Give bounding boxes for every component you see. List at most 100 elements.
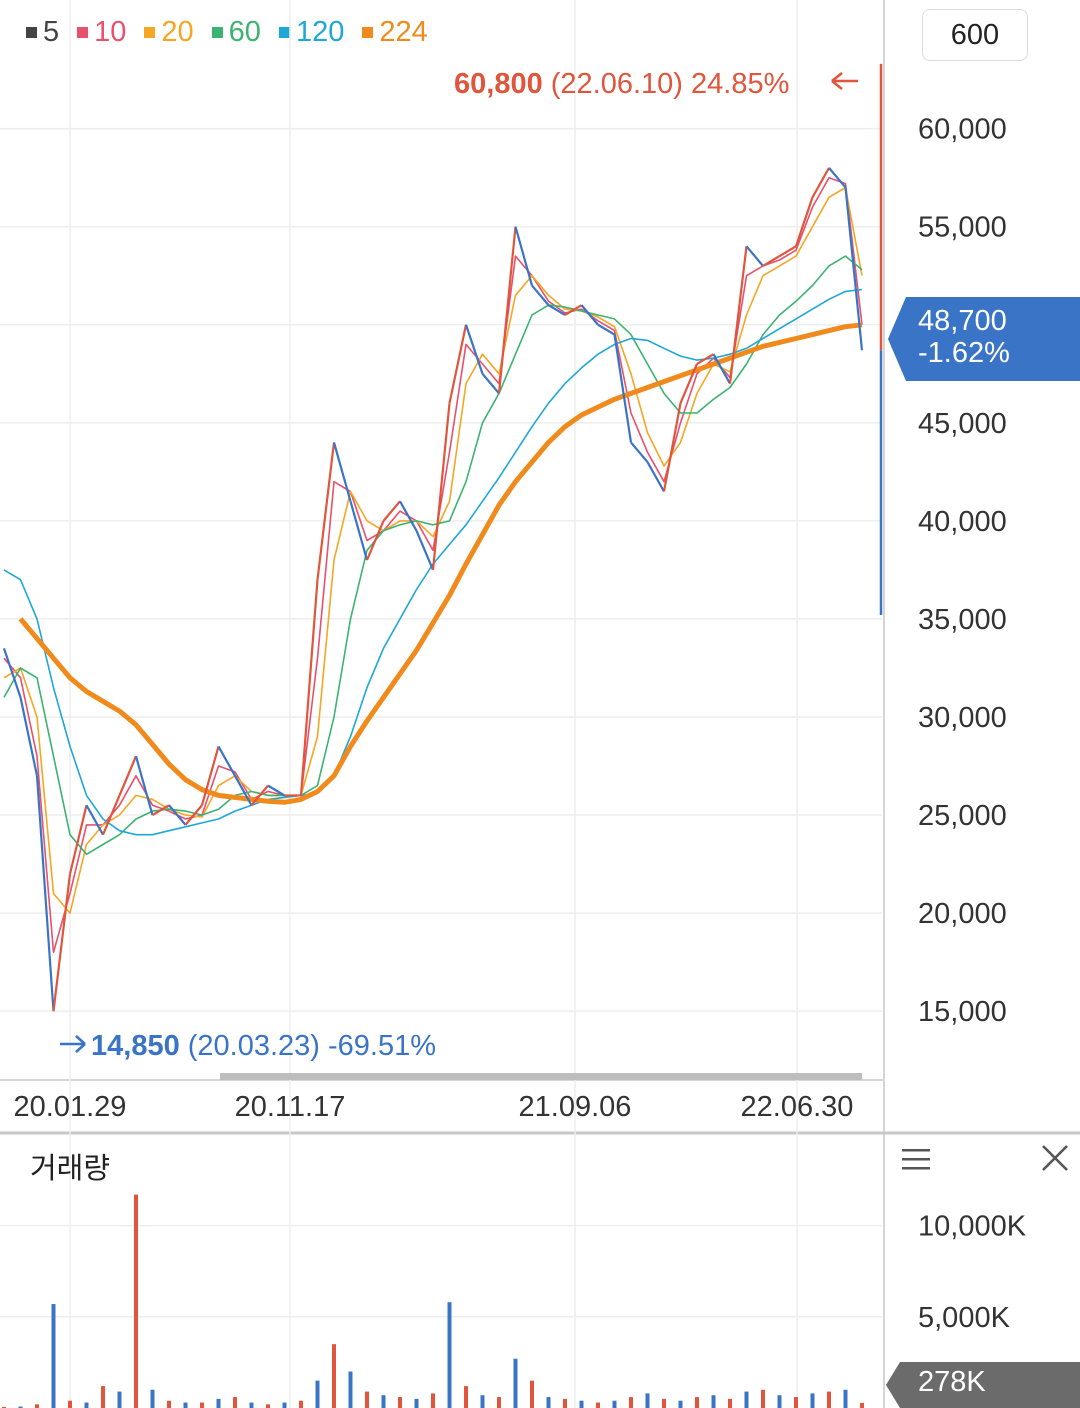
price-segment [662,403,682,492]
period-button[interactable]: 600 [922,9,1028,61]
volume-bar [480,1395,485,1408]
current-volume-tag [886,1362,1080,1408]
low-date-pct: (20.03.23) -69.51% [188,1030,436,1062]
legend-item-5[interactable]: 5 [26,16,59,49]
volume-bar [711,1395,716,1408]
price-tick-label: 25,000 [918,800,1007,832]
price-tick-label: 20,000 [918,898,1007,930]
price-segment [712,353,731,385]
volume-bar [777,1395,782,1408]
moving-average-legend: 5 10 20 60 120 224 [26,12,428,52]
price-segment [234,775,253,806]
price-segment [580,304,599,326]
ma-line-224 [18,322,863,805]
price-segment [762,255,781,267]
price-segment [481,373,500,395]
price-tick-label: 15,000 [918,996,1007,1028]
price-segment [200,746,220,806]
volume-bar [827,1391,831,1408]
volume-bar [68,1400,72,1408]
price-segment [399,500,418,532]
price-segment [184,804,203,826]
volume-bar [348,1371,353,1408]
volume-bar [200,1402,204,1408]
price-segment [85,804,104,836]
price-segment [464,324,484,375]
volume-bar [249,1402,254,1408]
volume-bar [282,1402,287,1408]
price-segment [547,304,566,316]
price-segment [168,804,187,826]
price-segment [52,873,72,1012]
price-segment [382,500,401,522]
volume-bar [84,1402,89,1408]
price-segment [415,530,435,571]
price-segment [497,226,517,394]
volume-bar [513,1358,518,1408]
price-segment [2,647,22,698]
high-annotation: 60,800 (22.06.10) 24.85% [454,68,789,100]
price-segment [844,187,864,351]
price-segment [101,795,121,836]
price-segment [431,403,451,571]
volume-bar [662,1398,666,1408]
scroll-indicator[interactable] [220,1073,862,1080]
volume-bar [398,1397,402,1408]
volume-bar [2,1406,6,1408]
legend-label-5: 5 [43,15,60,48]
volume-bar [233,1397,237,1408]
volume-bar [315,1380,320,1408]
price-tick-label: 60,000 [918,114,1007,146]
volume-bar [101,1386,105,1408]
price-segment [448,324,468,404]
legend-item-120[interactable]: 120 [278,16,344,49]
legend-label-10: 10 [94,15,127,48]
volume-bar [810,1393,815,1408]
price-segment [151,804,170,816]
volume-bar [794,1397,798,1408]
price-segment [630,441,649,463]
volume-bar [761,1389,765,1408]
ma-line-60 [3,255,863,856]
volume-bar [35,1404,39,1408]
date-tick-label: 22.06.30 [741,1091,854,1123]
legend-item-224[interactable]: 224 [362,16,428,49]
price-segment [679,363,699,404]
price-segment [646,461,665,492]
menu-icon[interactable] [900,1146,932,1172]
legend-item-20[interactable]: 20 [144,16,194,49]
legend-swatch-20 [144,26,156,38]
volume-bar [860,1402,864,1408]
legend-swatch-10 [77,26,89,38]
volume-bar [51,1304,56,1408]
close-icon[interactable] [1040,1143,1070,1173]
price-segment [68,804,88,875]
date-tick-label: 21.09.06 [519,1091,632,1123]
volume-bar [299,1400,303,1408]
volume-bar [464,1386,468,1408]
legend-item-60[interactable]: 60 [211,16,261,49]
low-price: 14,850 [91,1030,188,1062]
volume-bar [563,1398,567,1408]
price-segment [250,784,269,806]
price-segment [35,775,55,1012]
price-segment [597,323,616,336]
volume-bar [431,1393,435,1408]
current-price-tag [888,297,1080,381]
price-segment [811,167,830,198]
price-segment [217,745,236,777]
volume-panel-title: 거래량 [30,1153,111,1185]
volume-bar [612,1400,617,1408]
current-price-change: -1.62% [918,337,1010,369]
price-segment [332,442,352,502]
volume-bar [414,1398,419,1408]
price-segment [564,304,583,316]
volume-bar [381,1395,386,1408]
high-price: 60,800 [454,68,551,100]
legend-swatch-120 [278,26,290,38]
price-segment [134,755,154,816]
legend-item-10[interactable]: 10 [77,16,126,49]
high-date-pct: (22.06.10) 24.85% [551,68,790,100]
